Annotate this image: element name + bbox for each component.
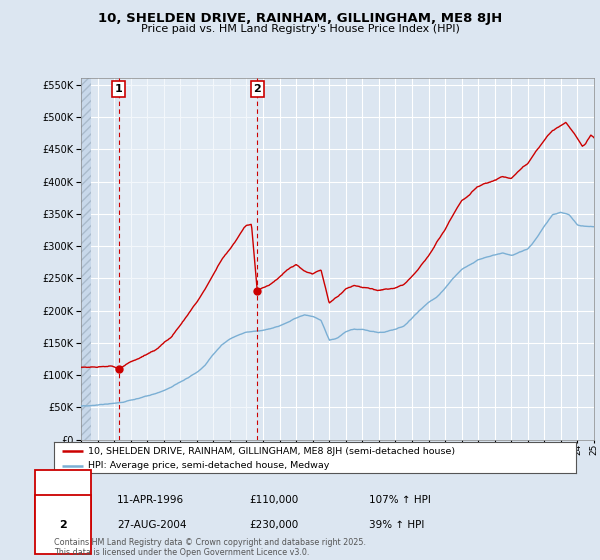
Text: 11-APR-1996: 11-APR-1996 [117,494,184,505]
Text: 10, SHELDEN DRIVE, RAINHAM, GILLINGHAM, ME8 8JH (semi-detached house): 10, SHELDEN DRIVE, RAINHAM, GILLINGHAM, … [88,446,455,455]
Text: 2: 2 [253,84,261,94]
Text: 39% ↑ HPI: 39% ↑ HPI [369,520,424,530]
Text: 2: 2 [59,520,67,530]
Text: Contains HM Land Registry data © Crown copyright and database right 2025.
This d: Contains HM Land Registry data © Crown c… [54,538,366,557]
Text: HPI: Average price, semi-detached house, Medway: HPI: Average price, semi-detached house,… [88,461,329,470]
Text: £110,000: £110,000 [249,494,298,505]
Bar [119,78,257,440]
Text: 1: 1 [59,494,67,505]
Text: Price paid vs. HM Land Registry's House Price Index (HPI): Price paid vs. HM Land Registry's House … [140,24,460,34]
Text: 107% ↑ HPI: 107% ↑ HPI [369,494,431,505]
Text: 27-AUG-2004: 27-AUG-2004 [117,520,187,530]
Text: £230,000: £230,000 [249,520,298,530]
Bar [81,78,91,440]
Text: 1: 1 [115,84,122,94]
Text: 10, SHELDEN DRIVE, RAINHAM, GILLINGHAM, ME8 8JH: 10, SHELDEN DRIVE, RAINHAM, GILLINGHAM, … [98,12,502,25]
